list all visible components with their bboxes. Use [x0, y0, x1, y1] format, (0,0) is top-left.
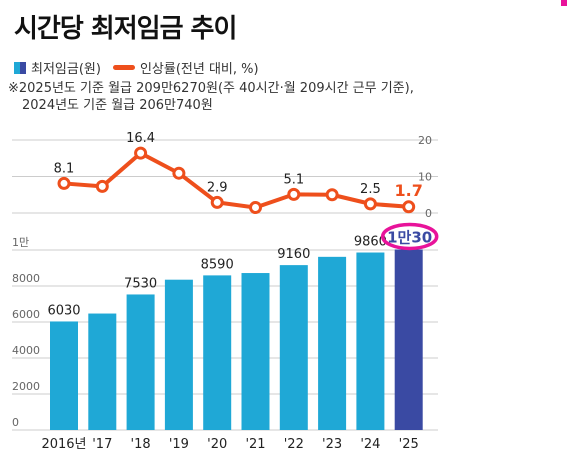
- bar-y-tick-label: 8000: [12, 272, 40, 285]
- bar-y-tick-label: 4000: [12, 344, 40, 357]
- line-point: [210, 195, 224, 209]
- x-tick-label: '20: [207, 437, 227, 452]
- chart-title: 시간당 최저임금 추이: [14, 14, 237, 44]
- corner-mark: [561, 0, 567, 6]
- bar-series: [50, 249, 423, 430]
- line-data-label: 2.5: [360, 182, 381, 197]
- x-tick-label: '18: [131, 437, 151, 452]
- bar: [318, 256, 347, 430]
- bar: [203, 275, 232, 430]
- bar: [126, 294, 155, 430]
- line-data-label: 8.1: [54, 161, 75, 176]
- legend-bar-swatch: [14, 61, 26, 74]
- bar: [356, 252, 385, 430]
- line-data-label: 1.7: [395, 181, 423, 200]
- line-point: [325, 188, 339, 202]
- x-tick-label: '22: [284, 437, 304, 452]
- x-tick-label: '21: [245, 437, 265, 452]
- bar-y-tick-label: 6000: [12, 308, 40, 321]
- line-point: [134, 146, 148, 160]
- bar-y-tick-label: 2000: [12, 380, 40, 393]
- x-tick-label: '23: [322, 437, 342, 452]
- line-point: [249, 201, 262, 215]
- line-point: [402, 200, 416, 214]
- bar-data-label: 8590: [201, 257, 234, 272]
- line-point: [95, 179, 109, 193]
- legend-line-label: 인상률(전년 대비, %): [139, 62, 259, 77]
- line-series: [57, 146, 416, 215]
- footnote-line-2: 2024년도 기준 월급 206만740원: [22, 98, 213, 113]
- x-tick-label: '17: [92, 437, 112, 452]
- x-tick-label: 2016년: [41, 437, 86, 452]
- bar-data-label: 9160: [277, 247, 310, 262]
- x-tick-label: '24: [360, 437, 380, 452]
- line-path: [63, 151, 409, 210]
- line-data-label: 16.4: [126, 131, 155, 146]
- legend: 최저임금(원) 인상률(전년 대비, %): [14, 58, 259, 77]
- line-y-tick-label: 10: [418, 171, 432, 184]
- bar: [88, 313, 117, 430]
- line-y-tick-label: 0: [425, 207, 432, 220]
- line-point: [363, 197, 377, 211]
- bar: [241, 273, 270, 430]
- bar-data-label: 9860: [354, 235, 387, 250]
- line-data-label: 2.9: [207, 180, 228, 195]
- footnote: ※2025년도 기준 월급 209만6270원(주 40시간·월 209시간 근…: [8, 80, 414, 114]
- legend-bar-label: 최저임금(원): [31, 62, 101, 77]
- x-tick-label: '25: [399, 437, 419, 452]
- bar: [394, 249, 423, 430]
- data-labels: 6030 7530 8590 9160 9860 1만30 8.1 16.4 2.9 5.1 2.5…: [47, 131, 439, 318]
- bar-data-label: 6030: [47, 303, 80, 318]
- highlight-circle: [380, 222, 439, 251]
- line-y-tick-label: 20: [418, 134, 432, 147]
- bar-y-tick-label: 1만: [12, 236, 29, 249]
- bar-y-tick-label: 0: [12, 416, 19, 429]
- line-point: [172, 166, 186, 180]
- bar: [164, 279, 193, 430]
- legend-line-swatch: [112, 65, 135, 70]
- bar-data-label: 7530: [124, 276, 157, 291]
- bar: [50, 321, 78, 430]
- line-point: [57, 176, 71, 190]
- bar-data-label: 1만30: [387, 228, 432, 246]
- footnote-line-1: ※2025년도 기준 월급 209만6270원(주 40시간·월 209시간 근…: [8, 81, 414, 96]
- axis-labels: 0 2000 4000 6000 8000 1만 0 10 20 2016년 '17 '18 '19 '2…: [12, 134, 432, 452]
- line-data-label: 5.1: [283, 172, 304, 187]
- line-point: [287, 187, 301, 201]
- bar: [279, 265, 308, 430]
- x-tick-label: '19: [169, 437, 189, 452]
